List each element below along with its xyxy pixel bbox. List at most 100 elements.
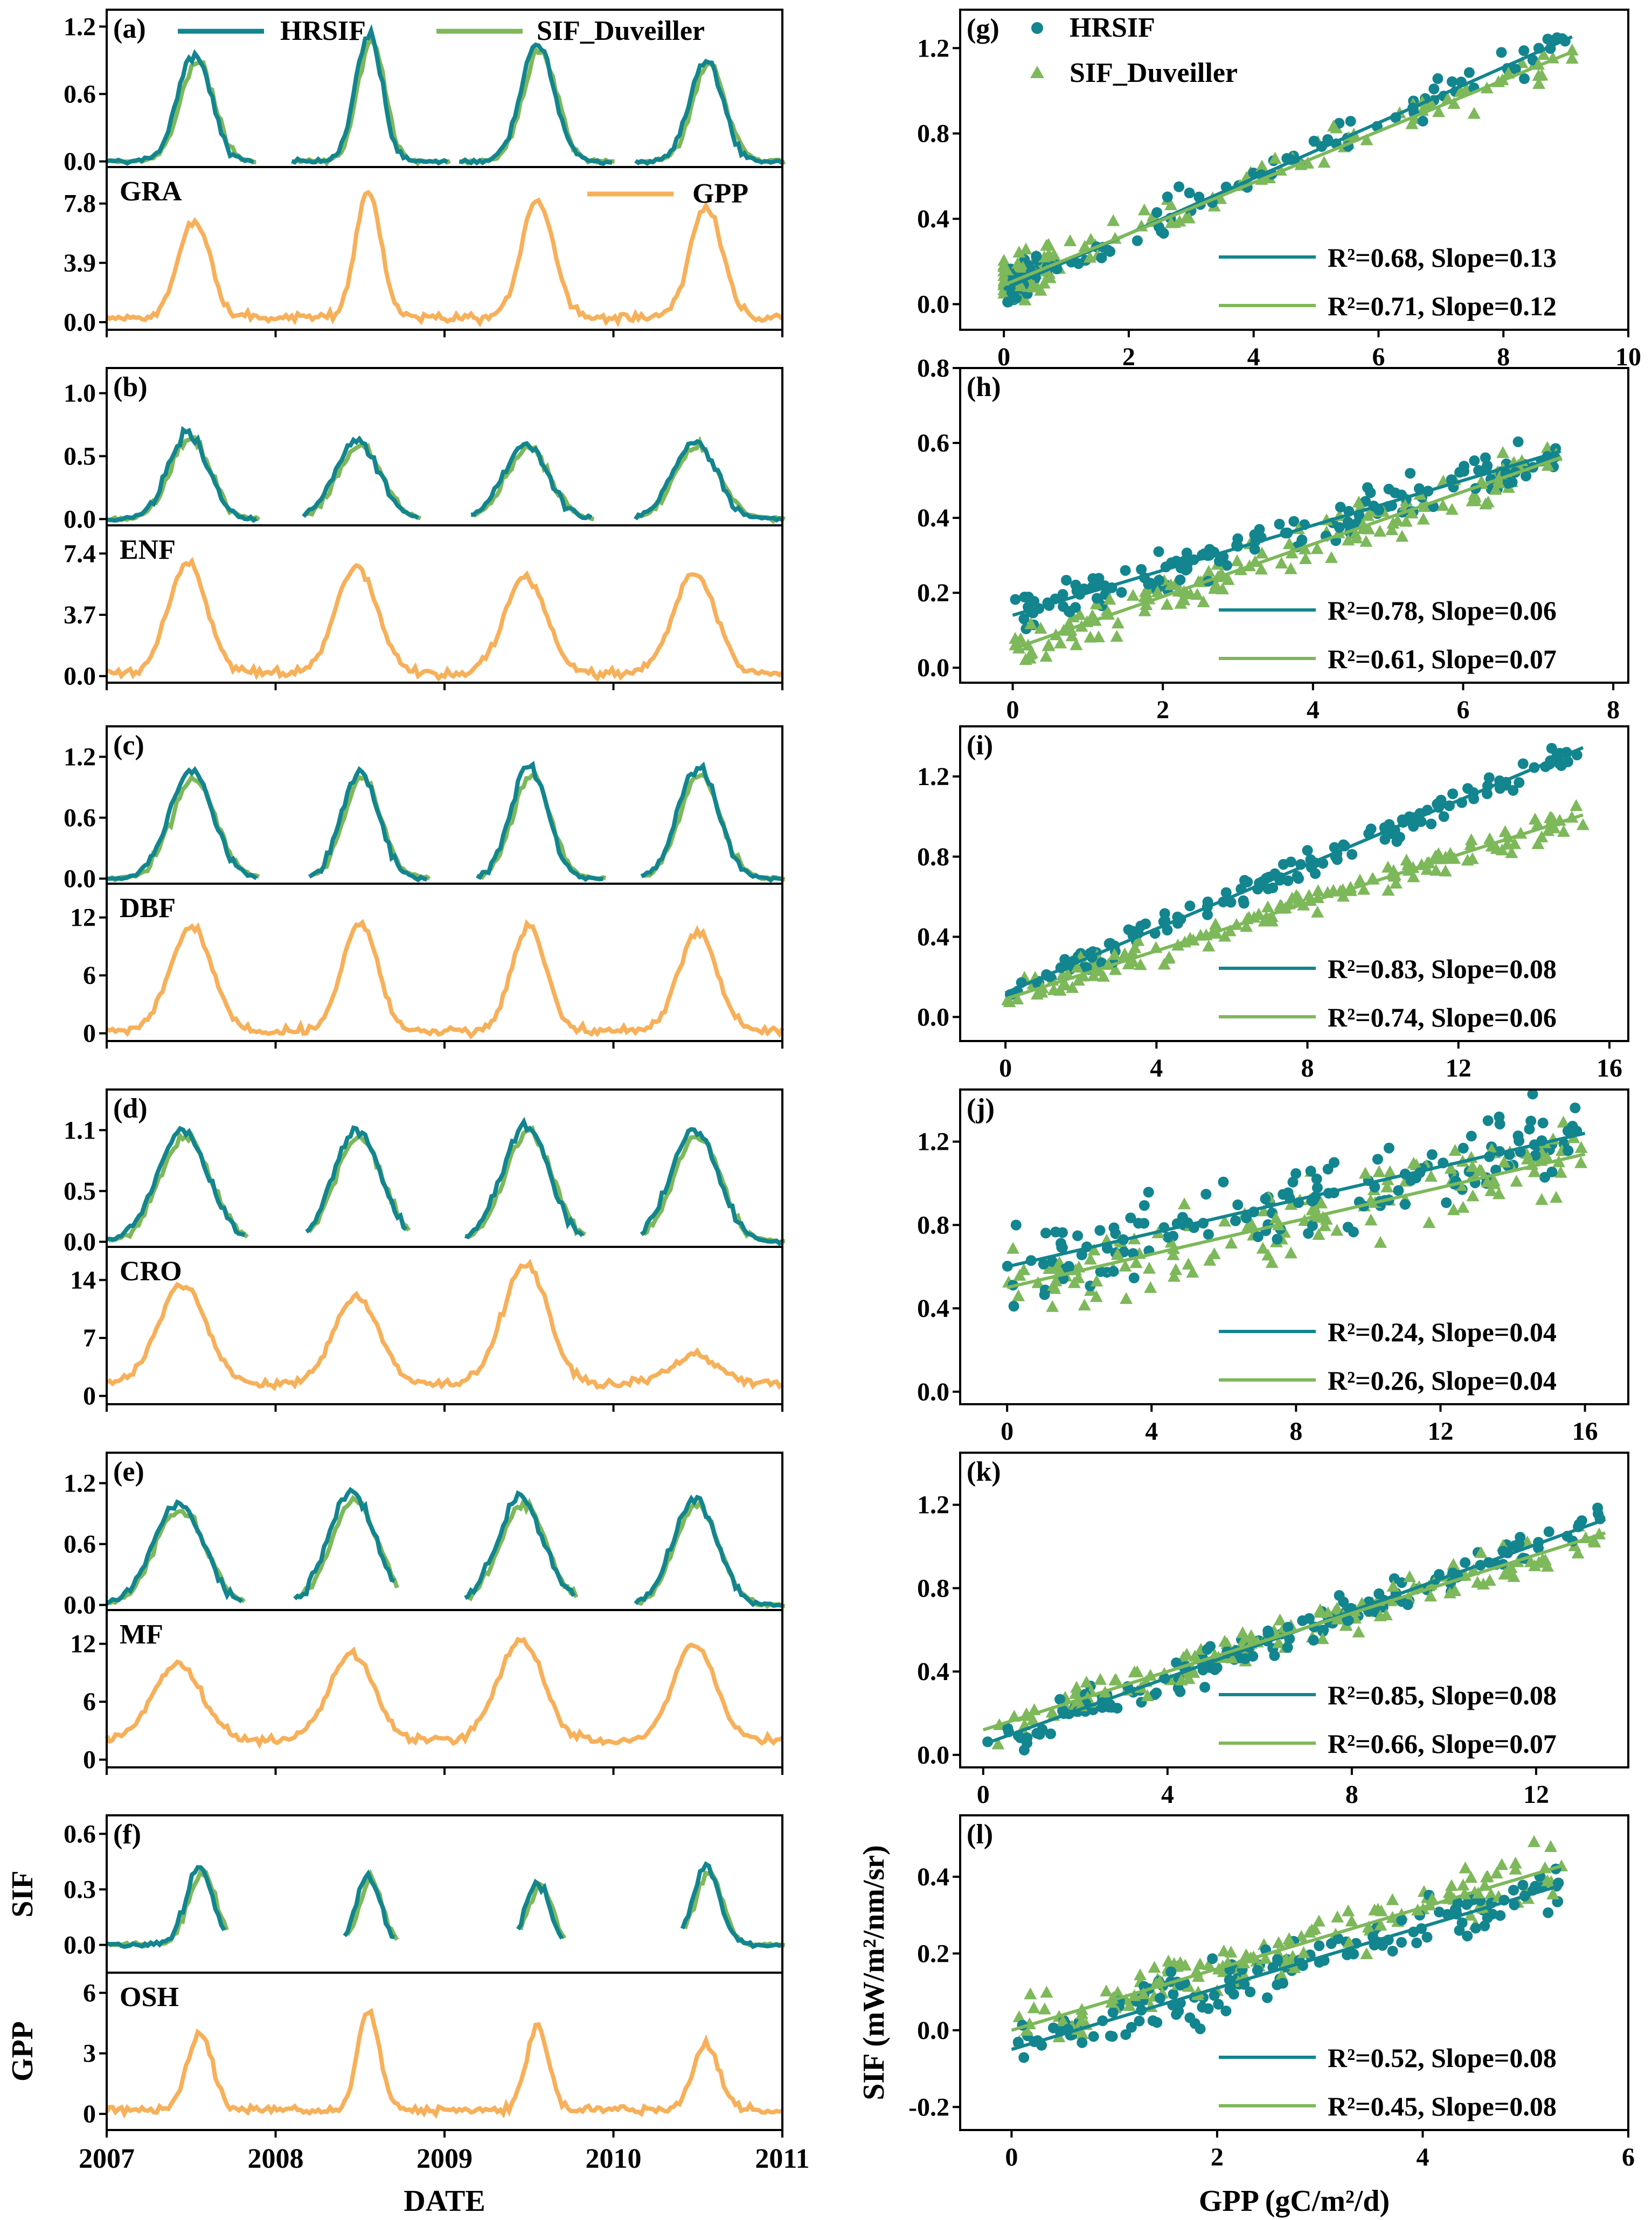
sif-ytick-label: 0.0 — [64, 505, 96, 533]
hrsif-point — [1460, 1557, 1471, 1569]
sif-yaxis-title: SIF — [6, 1870, 39, 1917]
hrsif-point — [1297, 1615, 1308, 1626]
sif-duveiller-point — [1535, 830, 1549, 843]
scatter-xtick-label: 0 — [999, 1054, 1012, 1083]
sif-duveiller-point — [1546, 1888, 1560, 1900]
sif-ytick-label: 0.3 — [64, 1875, 96, 1904]
scatter-ytick-label: 0.8 — [917, 120, 949, 148]
sif-duveiller-point — [1080, 1675, 1093, 1688]
sif-duveiller-point — [1164, 198, 1178, 211]
gpp-ytick-label: 7.8 — [64, 190, 96, 218]
sif-duveiller-point — [1528, 1835, 1541, 1847]
sif-duveiller-point — [1528, 1165, 1541, 1177]
sif-duveiller-point — [1532, 68, 1545, 81]
sif-duveiller-point — [1489, 483, 1502, 495]
sif-duveiller-point — [1373, 525, 1387, 537]
hrsif-point — [1570, 1102, 1581, 1114]
sif-duveiller-point — [1464, 1871, 1478, 1883]
sif-duveiller-point — [1360, 1947, 1373, 1959]
gpp-ytick-label: 6 — [83, 1979, 96, 2007]
gpp-ytick-label: 0.0 — [64, 308, 96, 337]
sif-duveiller-point — [1374, 1918, 1387, 1931]
sif-duveiller-point — [1550, 1191, 1563, 1203]
sif-duveiller-point — [1373, 1236, 1387, 1248]
sif-duveiller-point — [1466, 494, 1479, 507]
hrsif-point — [1136, 564, 1147, 575]
slope-value: 0.08 — [1509, 954, 1557, 984]
sif-ytick-label: 0.0 — [64, 1228, 96, 1257]
scatter-ytick-label: 0.4 — [917, 1294, 949, 1323]
sif-duveiller-point — [1480, 1870, 1493, 1883]
sif-duveiller-point — [1254, 563, 1268, 575]
sif-duveiller-point — [1046, 1300, 1059, 1312]
sif-duveiller-point — [1285, 1198, 1298, 1210]
sif-duveiller-point — [1255, 159, 1269, 172]
legend-hrsif-label: HRSIF — [280, 16, 366, 46]
hrsif-point — [1417, 115, 1428, 127]
panel-label: (l) — [967, 1819, 993, 1850]
sif-duveiller-point — [1353, 873, 1366, 886]
sif-duveiller-point — [1111, 616, 1125, 629]
sif-duveiller-point — [1045, 1705, 1059, 1718]
sif-duveiller-stats-label: R²=0.74, Slope=0.06 — [1328, 1002, 1557, 1032]
r2-value: 0.24 — [1371, 1317, 1418, 1347]
hrsif-point — [1345, 115, 1356, 127]
sif-duveiller-point — [1466, 1189, 1480, 1202]
hrsif-point — [1031, 251, 1042, 262]
sif-duveiller-stats-label: R²=0.66, Slope=0.07 — [1328, 1729, 1557, 1759]
sif-duveiller-point — [1330, 1224, 1344, 1236]
hrsif-point — [1151, 1687, 1162, 1698]
hrsif-point — [1091, 593, 1102, 604]
hrsif-point — [1470, 1923, 1481, 1934]
sif-duveiller-point — [1012, 246, 1026, 258]
hrsif-point — [1537, 1118, 1549, 1129]
sif-duveiller-point — [1209, 918, 1222, 930]
sif-duveiller-point — [1245, 1629, 1258, 1641]
hrsif-point — [1383, 1142, 1394, 1154]
hrsif-point — [1031, 1728, 1043, 1739]
sif-duveiller-point — [1545, 811, 1558, 823]
sif-duveiller-point — [1040, 1986, 1053, 1998]
sif-duveiller-point — [1537, 48, 1550, 60]
panel-label: (f) — [113, 1819, 141, 1850]
hrsif-point — [1120, 2029, 1132, 2040]
sif-duveiller-fit-line — [1005, 813, 1584, 1001]
sif-duveiller-point — [1544, 1840, 1558, 1852]
sif-duveiller-point — [1027, 2001, 1040, 2014]
r2-value: 0.83 — [1371, 954, 1418, 984]
hrsif-point — [1070, 579, 1081, 591]
sif-duveiller-point — [1007, 1241, 1020, 1254]
scatter-ytick-label: 1.2 — [917, 762, 949, 791]
sif-duveiller-point — [1315, 1196, 1328, 1209]
sif-duveiller-point — [1108, 1673, 1122, 1685]
gpp-ytick-label: 3.9 — [64, 249, 96, 278]
hrsif-point — [1373, 1588, 1385, 1599]
sif-duveiller-point — [1134, 1968, 1147, 1981]
sif-duveiller-point — [1447, 1203, 1460, 1216]
sif-duveiller-point — [1027, 280, 1040, 293]
hrsif-point — [1200, 1189, 1212, 1200]
scatter-xtick-label: 4 — [1145, 1417, 1158, 1446]
sif-duveiller-point — [1342, 1904, 1355, 1917]
hrsif-point — [1213, 556, 1225, 567]
r2-value: 0.74 — [1371, 1002, 1418, 1032]
hrsif-stats-label: R²=0.68, Slope=0.13 — [1328, 242, 1557, 273]
sif-duveiller-point — [1168, 1269, 1181, 1282]
hrsif-series — [106, 1116, 784, 1246]
hrsif-point — [1272, 1979, 1283, 1990]
sif-duveiller-point — [1175, 1673, 1188, 1685]
sif-duveiller-point — [1284, 562, 1297, 574]
sif-duveiller-point — [1078, 1299, 1091, 1311]
sif-duveiller-point — [1396, 530, 1409, 542]
sif-duveiller-point — [1016, 261, 1030, 273]
slope-value: 0.06 — [1509, 1002, 1557, 1032]
sif-duveiller-point — [1269, 1211, 1283, 1224]
slope-text: Slope — [1431, 1365, 1494, 1396]
sif-duveiller-point — [1588, 1535, 1601, 1548]
sif-duveiller-point — [1570, 799, 1583, 811]
hrsif-point — [1426, 1149, 1438, 1160]
sif-duveiller-point — [1405, 507, 1419, 519]
hrsif-point — [1372, 1154, 1383, 1165]
sif-duveiller-point — [1141, 1689, 1154, 1702]
hrsif-point — [1314, 1940, 1325, 1952]
